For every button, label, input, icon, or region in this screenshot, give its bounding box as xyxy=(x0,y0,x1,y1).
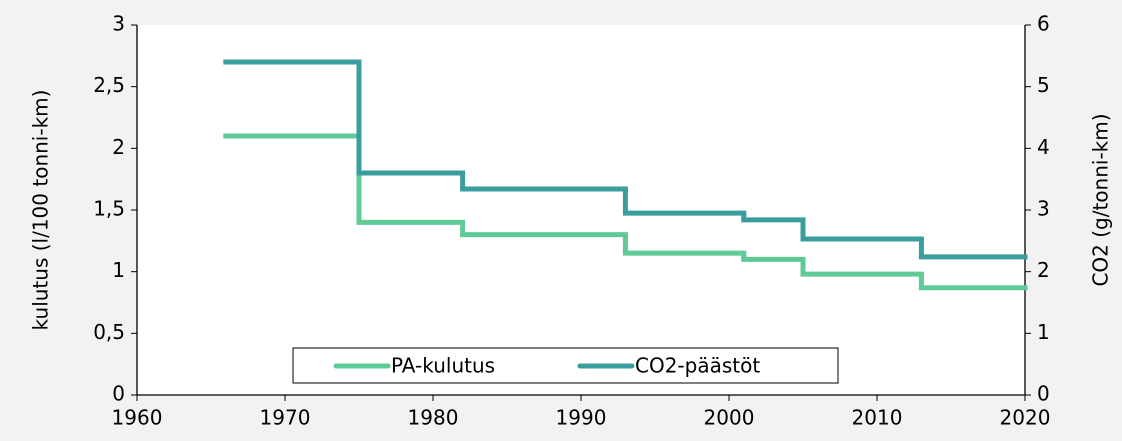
y2-tick-label: 3 xyxy=(1037,197,1050,221)
x-tick-label: 1990 xyxy=(556,406,607,430)
x-tick-label: 1980 xyxy=(408,406,459,430)
x-tick-label: 1970 xyxy=(260,406,311,430)
y-axis-label: kulutus (l/100 tonni-km) xyxy=(29,90,53,331)
y2-tick-label: 5 xyxy=(1037,73,1050,97)
legend-label: CO2-päästöt xyxy=(635,354,760,378)
plot-area xyxy=(137,25,1025,395)
y2-tick-label: 1 xyxy=(1037,320,1050,344)
y-tick-label: 0 xyxy=(112,382,125,406)
x-tick-label: 2000 xyxy=(704,406,755,430)
legend-label: PA-kulutus xyxy=(391,354,495,378)
y-tick-label: 1,5 xyxy=(93,197,125,221)
y2-tick-label: 0 xyxy=(1037,382,1050,406)
y-tick-label: 2,5 xyxy=(93,73,125,97)
y-tick-label: 2 xyxy=(112,135,125,159)
y-tick-label: 0,5 xyxy=(93,320,125,344)
y-tick-label: 1 xyxy=(112,258,125,282)
y2-tick-label: 6 xyxy=(1037,12,1050,36)
x-tick-label: 2010 xyxy=(852,406,903,430)
y2-axis-label: CO2 (g/tonni-km) xyxy=(1089,113,1113,286)
y2-tick-label: 4 xyxy=(1037,135,1050,159)
x-tick-label: 2020 xyxy=(1000,406,1051,430)
y-tick-label: 3 xyxy=(112,12,125,36)
x-tick-label: 1960 xyxy=(112,406,163,430)
y2-tick-label: 2 xyxy=(1037,258,1050,282)
